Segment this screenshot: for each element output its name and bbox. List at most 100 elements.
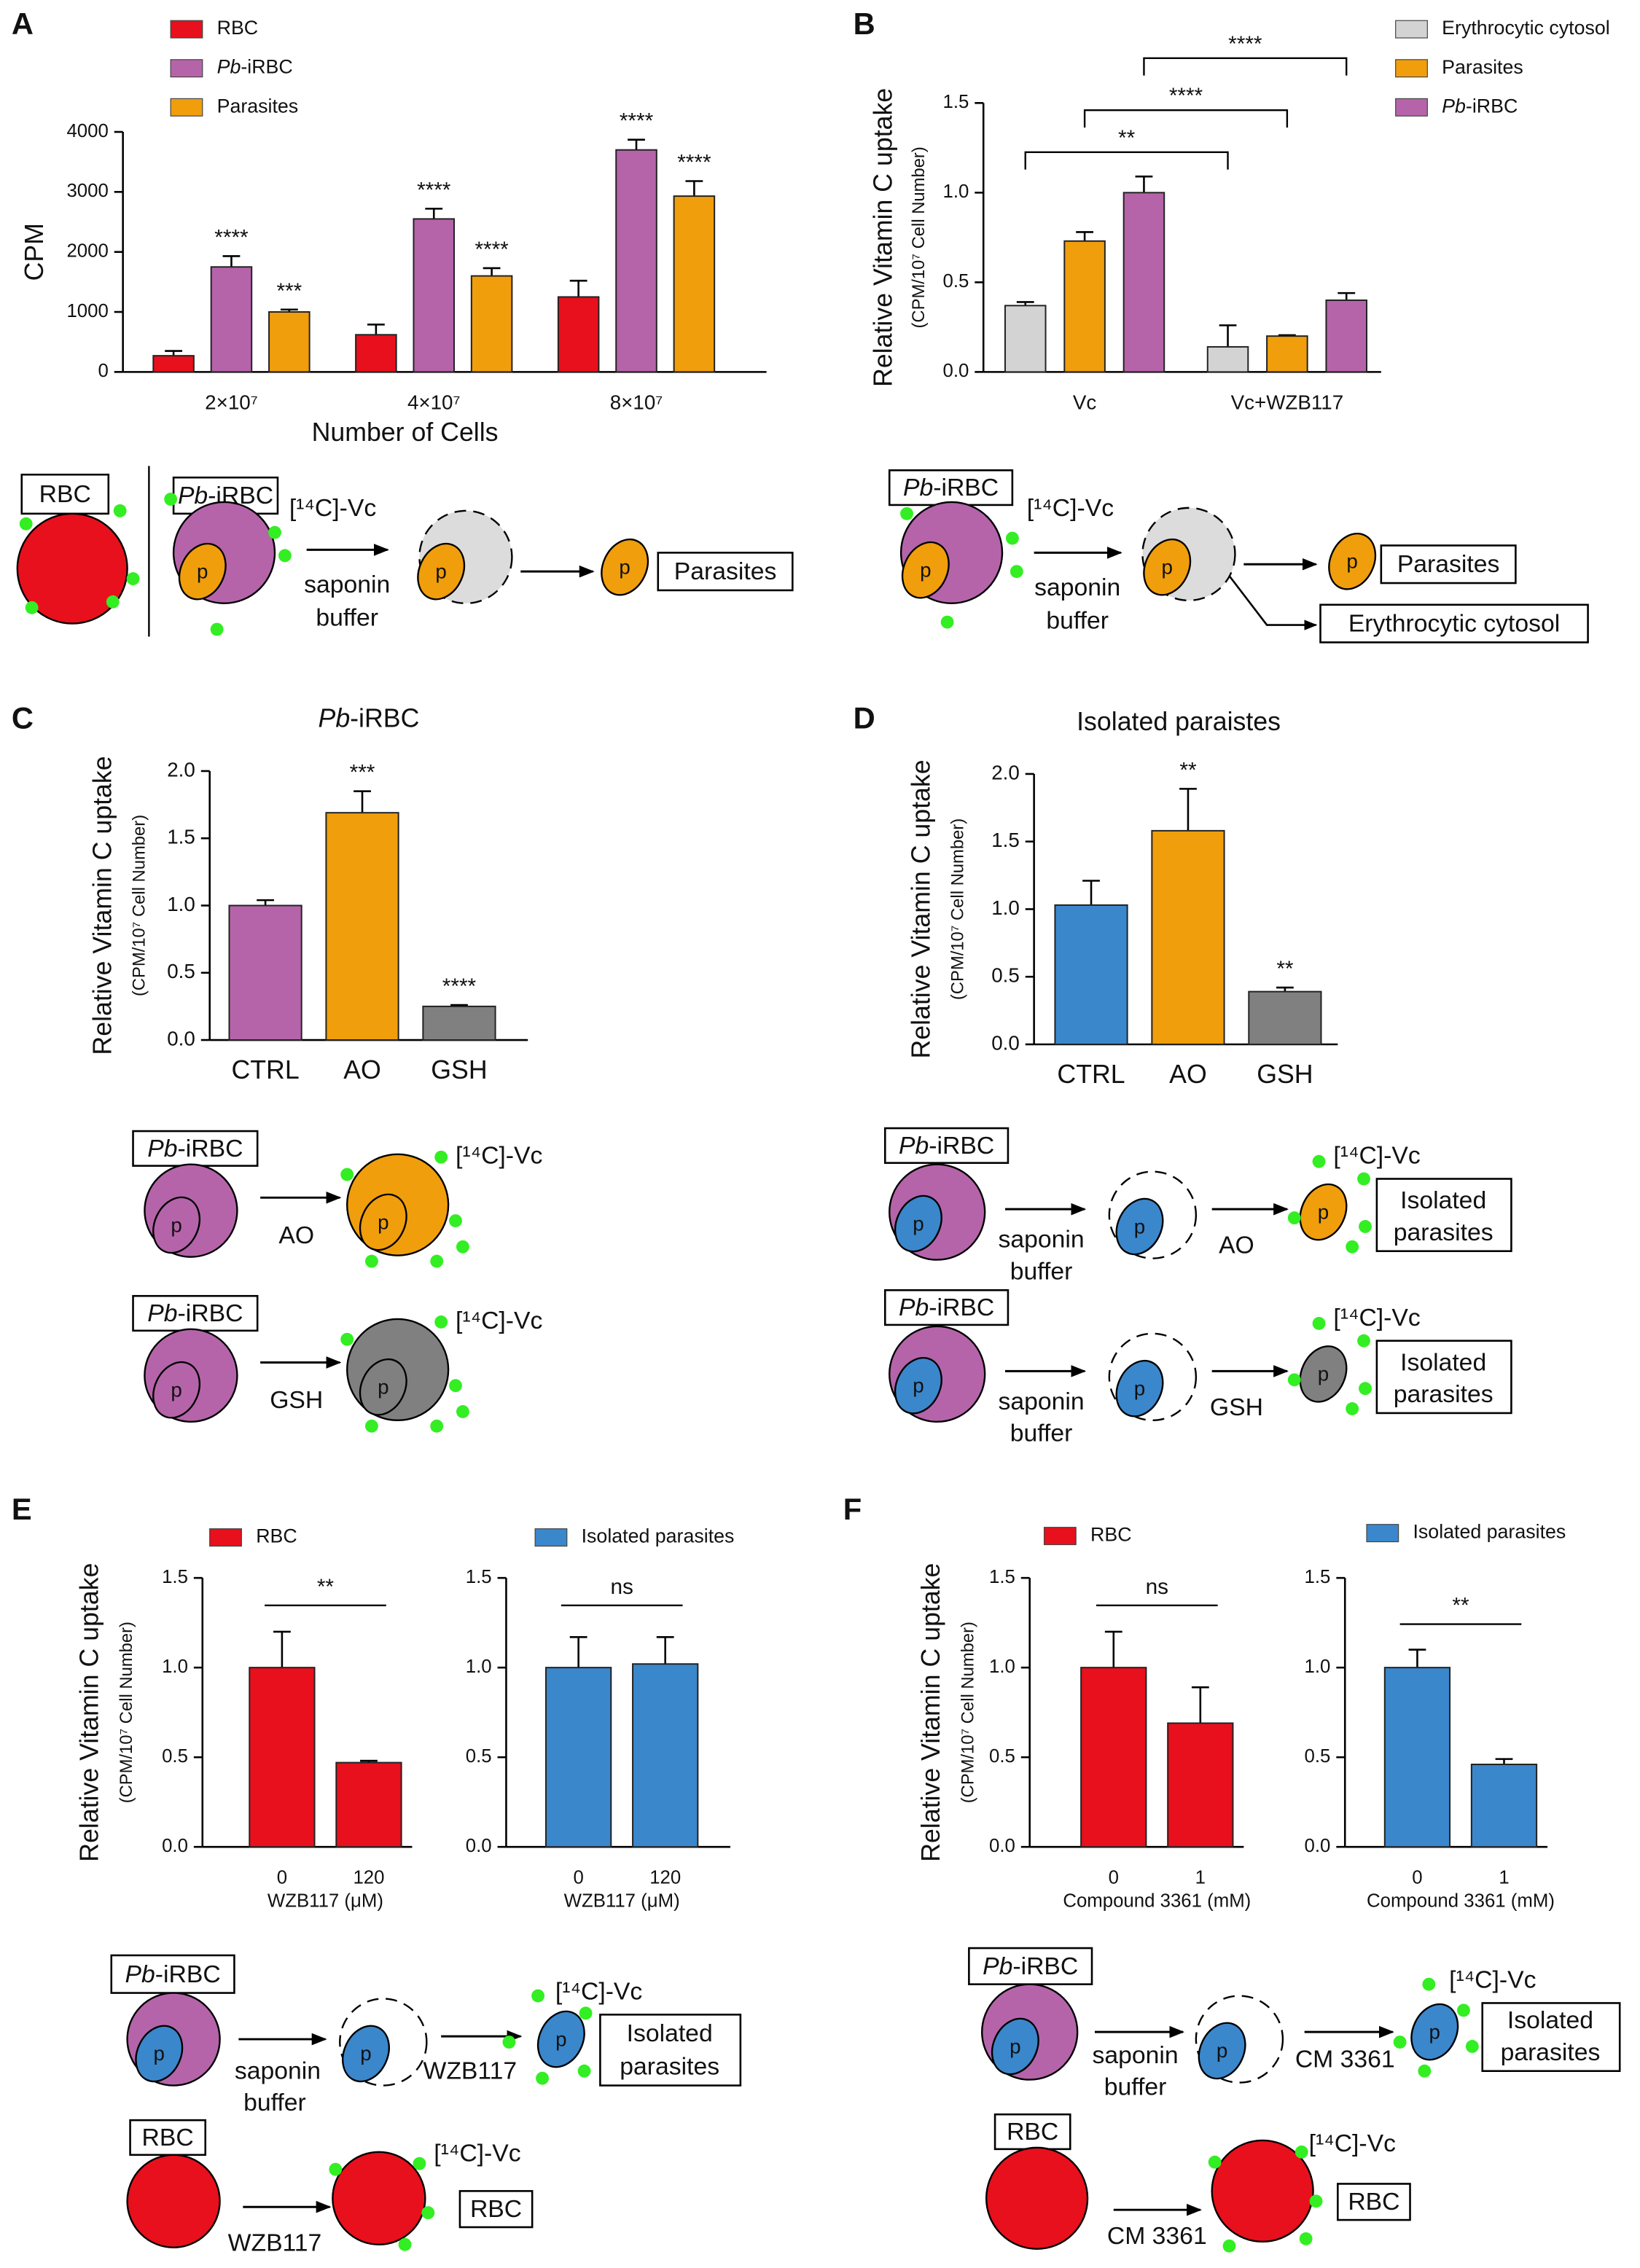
legend-label: Parasites [1442, 56, 1523, 78]
y-axis-subtitle: (CPM/10⁷ Cell Number) [909, 146, 929, 328]
diagram-label: parasites [1394, 1219, 1493, 1246]
vc-dot [126, 572, 140, 586]
bar [1383, 1667, 1451, 1848]
bar [413, 218, 456, 373]
diagram-label: p [1318, 1363, 1329, 1385]
y-tick-label: 0.5 [162, 1746, 188, 1767]
y-axis-subtitle: (CPM/10⁷ Cell Number) [117, 1622, 136, 1803]
diagram-label: Erythrocytic cytosol [1348, 609, 1560, 637]
vc-dot [1422, 1977, 1436, 1991]
x-tick-label: 8×10⁷ [610, 391, 663, 413]
y-axis-title: Relative Vitamin C uptake [869, 88, 898, 387]
legend-swatch [1366, 1524, 1399, 1543]
parasite [901, 541, 950, 599]
y-tick-label: 1.5 [1305, 1567, 1331, 1587]
significance: *** [276, 279, 302, 303]
label-box [657, 552, 794, 592]
diagram-label: parasites [1501, 2038, 1601, 2066]
vc-dot [1208, 2155, 1222, 2169]
parasite [536, 2010, 585, 2068]
diagram-label: Pb-iRBC [899, 1294, 994, 1321]
parasite [1198, 2022, 1246, 2080]
bar [1004, 305, 1047, 373]
x-axis-title: WZB117 (μM) [564, 1890, 680, 1911]
legend-label: RBC [256, 1525, 297, 1547]
diagram-label: Isolated [1400, 1348, 1486, 1376]
x-tick-label: CTRL [231, 1055, 299, 1084]
y-tick-label: 1.5 [943, 92, 969, 112]
legend-label: RBC [217, 17, 259, 39]
parasite [894, 1194, 942, 1253]
vc-dot [1312, 1316, 1326, 1330]
x-axis-title: Compound 3361 (mM) [1063, 1890, 1251, 1911]
diagram-label: p [1134, 1377, 1145, 1400]
arrow [1228, 575, 1318, 630]
diagram-label: AO [1219, 1232, 1254, 1259]
parasite [601, 538, 649, 596]
diagram-label: [¹⁴C]-Vc [434, 2140, 520, 2167]
bracket-label: ns [610, 1575, 633, 1599]
vc-dot [577, 2064, 591, 2078]
cell [16, 512, 128, 625]
vc-dot [1295, 2145, 1308, 2159]
significance: **** [677, 151, 711, 175]
legend-swatch [1395, 98, 1428, 117]
diagram-label: p [1010, 2035, 1020, 2057]
diagram-label: saponin [1034, 574, 1120, 601]
diagram-label: buffer [1046, 607, 1109, 635]
bracket-label: **** [1228, 32, 1262, 56]
vc-dot [434, 1315, 448, 1329]
vc-dot [940, 615, 954, 629]
bracket-label: ** [1118, 126, 1136, 150]
vc-dot [106, 595, 120, 609]
parasite [1143, 538, 1192, 596]
y-axis-title: Relative Vitamin C uptake [87, 756, 117, 1055]
diagram-label: Pb-iRBC [983, 1952, 1078, 1980]
y-axis-subtitle: (CPM/10⁷ Cell Number) [130, 815, 149, 996]
diagram-label: parasites [1394, 1380, 1493, 1408]
legend-swatch [1395, 20, 1428, 39]
diagram-label: Pb-iRBC [903, 474, 999, 501]
bar [1248, 990, 1322, 1045]
parasite [135, 2025, 184, 2083]
diagram-label: p [1346, 550, 1357, 573]
bar [422, 1005, 496, 1041]
bar [545, 1667, 612, 1848]
significance: **** [417, 178, 451, 202]
y-axis-title: Relative Vitamin C uptake [916, 1563, 945, 1862]
diagram-label: p [1217, 2039, 1227, 2062]
y-tick-label: 0.5 [167, 960, 195, 982]
y-tick-label: 0.0 [989, 1836, 1015, 1856]
legend-swatch [1395, 59, 1428, 78]
bracket-label: ** [1452, 1594, 1469, 1618]
bar [673, 195, 716, 373]
diagram-label: p [378, 1376, 388, 1399]
significance: *** [350, 761, 375, 785]
vc-dot [1346, 1240, 1359, 1254]
diagram-label: p [378, 1211, 388, 1233]
diagram-label: CM 3361 [1107, 2222, 1207, 2250]
y-tick-label: 1.0 [466, 1657, 492, 1677]
parasite [178, 542, 227, 601]
x-tick-label: 2×10⁷ [205, 391, 258, 413]
legend-swatch [534, 1528, 568, 1547]
vc-dot [1357, 1172, 1370, 1186]
vc-dot [421, 2206, 435, 2220]
panel-letter: F [843, 1492, 862, 1526]
parasite [1328, 532, 1377, 590]
vc-dot [502, 2036, 516, 2049]
panel-letter: B [854, 7, 875, 41]
y-tick-label: 1.0 [943, 181, 969, 202]
diagram-label: RBC [142, 2124, 194, 2151]
bar [557, 296, 600, 373]
diagram-label: GSH [270, 1386, 323, 1414]
diagram-label: p [1161, 556, 1172, 579]
vc-dot [1465, 2040, 1479, 2053]
vc-dot [19, 517, 33, 531]
diagram-label: p [1134, 1215, 1145, 1237]
bar [210, 266, 253, 373]
bar [268, 311, 311, 373]
y-tick-label: 1.5 [162, 1567, 188, 1587]
bar [632, 1663, 699, 1848]
bracket [1083, 109, 1289, 128]
